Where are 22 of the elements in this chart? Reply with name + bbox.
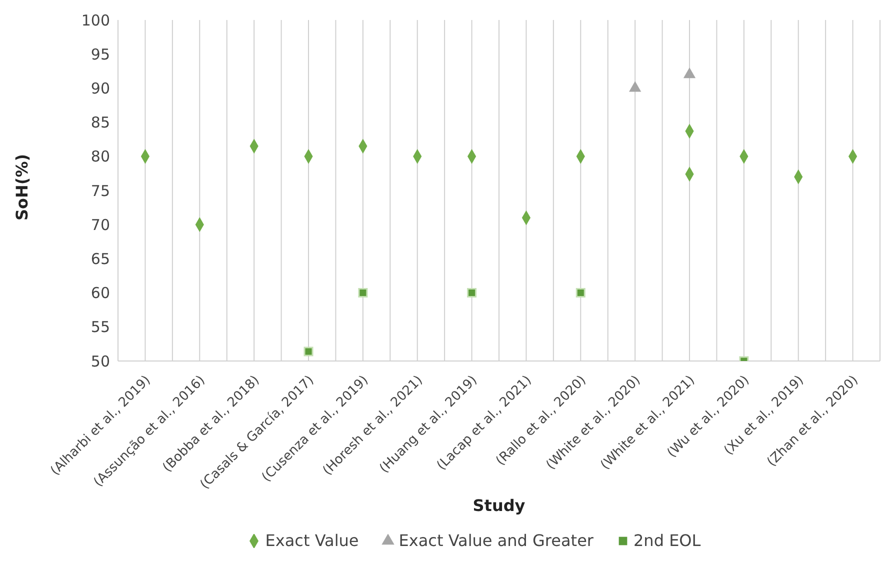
y-tick-label: 70	[90, 216, 110, 234]
point	[304, 346, 314, 356]
legend-label: Exact Value and Greater	[398, 531, 594, 550]
y-tick-label: 85	[90, 114, 110, 132]
legend-label: Exact Value	[264, 531, 359, 550]
y-tick-label: 55	[90, 318, 110, 336]
point	[467, 288, 477, 298]
y-tick-label: 75	[90, 182, 110, 200]
x-axis-title: Study	[472, 496, 526, 515]
point	[683, 68, 696, 78]
y-tick-label: 60	[90, 284, 110, 302]
point	[628, 81, 642, 92]
y-tick-label: 100	[81, 11, 110, 30]
y-tick-label: 50	[90, 352, 110, 370]
point	[576, 288, 586, 298]
point	[358, 288, 368, 298]
y-tick-label: 90	[90, 80, 110, 98]
y-tick-label: 65	[90, 250, 110, 268]
y-axis-title: SoH(%)	[12, 154, 32, 220]
y-tick-label: 80	[90, 148, 110, 166]
y-tick-label: 95	[90, 45, 110, 64]
legend-label: 2nd EOL	[632, 531, 701, 550]
